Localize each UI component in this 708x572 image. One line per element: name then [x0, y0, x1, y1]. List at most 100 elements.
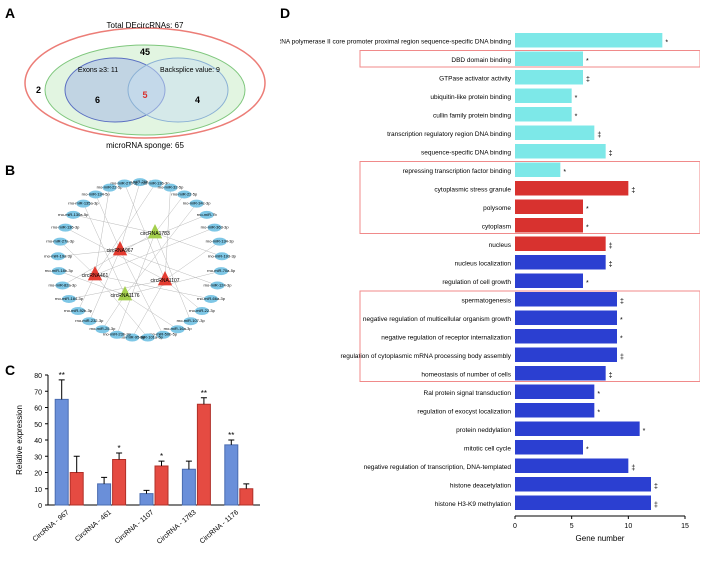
barchart-c-svg: 01020304050607080Relative expression**Ci…	[10, 365, 270, 565]
svg-text:*: *	[665, 39, 668, 46]
svg-text:Total DEcircRNAs: 67: Total DEcircRNAs: 67	[107, 21, 184, 30]
panel-d-label: D	[280, 5, 290, 21]
go-bar	[515, 52, 583, 67]
svg-text:20: 20	[34, 471, 42, 478]
go-bar	[515, 70, 583, 85]
svg-text:rno-miR-19a-3p: rno-miR-19a-3p	[44, 253, 73, 258]
svg-text:6: 6	[95, 95, 100, 105]
svg-text:15: 15	[681, 523, 689, 530]
bar-red	[70, 473, 83, 506]
svg-text:CircRNA - 461: CircRNA - 461	[74, 509, 113, 543]
go-bar	[515, 107, 572, 122]
svg-text:circRNA967: circRNA967	[107, 248, 134, 254]
svg-text:‡: ‡	[654, 502, 658, 509]
go-bar	[515, 329, 617, 344]
svg-text:*: *	[620, 317, 623, 324]
panel-a-venn: A Total DEcircRNAs: 67 microRNA sponge: …	[10, 8, 270, 158]
svg-text:cytoplasm: cytoplasm	[482, 223, 511, 230]
go-bar	[515, 422, 640, 437]
svg-text:CircRNA - 1176: CircRNA - 1176	[199, 509, 240, 545]
svg-text:rno-miR-16a-3p: rno-miR-16a-3p	[164, 326, 193, 331]
svg-text:*: *	[586, 446, 589, 453]
bar-red	[113, 460, 126, 506]
svg-text:4: 4	[195, 95, 200, 105]
svg-text:rno-miR-107-3p: rno-miR-107-3p	[177, 318, 206, 323]
go-bar	[515, 311, 617, 326]
bar-blue	[140, 494, 153, 505]
svg-text:0: 0	[513, 523, 517, 530]
svg-text:80: 80	[34, 373, 42, 380]
svg-text:nucleus localization: nucleus localization	[455, 260, 512, 267]
svg-text:spermatogenesis: spermatogenesis	[462, 297, 512, 304]
svg-text:DBD domain binding: DBD domain binding	[451, 57, 511, 64]
svg-text:70: 70	[34, 389, 42, 396]
go-bar	[515, 385, 594, 400]
svg-text:10: 10	[624, 523, 632, 530]
panel-c-barchart: C 01020304050607080Relative expression**…	[10, 365, 270, 565]
svg-text:cytoplasmic stress granule: cytoplasmic stress granule	[434, 186, 511, 193]
go-bar	[515, 237, 606, 252]
svg-text:‡: ‡	[586, 76, 590, 83]
svg-text:60: 60	[34, 406, 42, 413]
svg-text:CircRNA - 1107: CircRNA - 1107	[114, 509, 155, 545]
svg-text:rno-miR-22-5p: rno-miR-22-5p	[171, 191, 198, 196]
svg-text:‡: ‡	[609, 243, 613, 250]
go-bar	[515, 459, 628, 474]
svg-text:mitotic cell cycle: mitotic cell cycle	[464, 445, 511, 452]
svg-text:histone H3-K9 methylation: histone H3-K9 methylation	[435, 501, 512, 508]
svg-text:‡: ‡	[597, 132, 601, 139]
svg-text:*: *	[563, 169, 566, 176]
go-bar	[515, 440, 583, 455]
svg-text:rno-miR-130a-5p: rno-miR-130a-5p	[58, 212, 89, 217]
svg-text:*: *	[597, 409, 600, 416]
svg-text:rno-miR-22-3p: rno-miR-22-3p	[189, 308, 216, 313]
svg-text:**: **	[201, 389, 207, 398]
svg-text:regulation of exocyst localiza: regulation of exocyst localization	[417, 408, 511, 415]
go-bar	[515, 200, 583, 215]
svg-text:rno-miR-184-3p: rno-miR-184-3p	[55, 296, 84, 301]
svg-text:rno-miR-82a-3p: rno-miR-82a-3p	[49, 282, 78, 287]
bar-red	[155, 466, 168, 505]
svg-text:0: 0	[38, 503, 42, 510]
bar-red	[197, 404, 210, 505]
svg-text:*: *	[575, 113, 578, 120]
svg-text:CircRNA - 1783: CircRNA - 1783	[156, 509, 198, 546]
bar-blue	[98, 484, 111, 505]
svg-text:circRNA1783: circRNA1783	[140, 231, 170, 237]
svg-text:rno-miR-134-3p: rno-miR-134-3p	[206, 239, 235, 244]
network-svg: rno-miR-26b-5prno-miR-136-3prno-miR-32-5…	[10, 165, 270, 355]
svg-text:circRNA1176: circRNA1176	[110, 293, 139, 299]
go-bar	[515, 274, 583, 289]
svg-text:*: *	[597, 391, 600, 398]
go-bar	[515, 348, 617, 363]
svg-text:rno-miR-32-5p: rno-miR-32-5p	[158, 185, 185, 190]
svg-text:‡: ‡	[609, 372, 613, 379]
svg-text:microRNA sponge: 65: microRNA sponge: 65	[106, 141, 184, 150]
svg-text:rno-miR-25-3p: rno-miR-25-3p	[90, 326, 117, 331]
go-bar	[515, 218, 583, 233]
panel-a-label: A	[5, 5, 15, 21]
panel-b-label: B	[5, 162, 15, 178]
svg-text:protein neddylation: protein neddylation	[456, 427, 511, 434]
svg-text:‡: ‡	[620, 298, 624, 305]
go-bar	[515, 477, 651, 492]
bar-blue	[182, 469, 195, 505]
svg-text:negative regulation of multice: negative regulation of multicellular org…	[363, 316, 512, 323]
svg-text:negative regulation of transcr: negative regulation of transcription, DN…	[364, 464, 512, 471]
go-bar	[515, 181, 628, 196]
svg-text:‡: ‡	[609, 261, 613, 268]
go-bar	[515, 33, 662, 48]
svg-text:*: *	[586, 224, 589, 231]
bar-blue	[225, 445, 238, 505]
svg-text:rno-miR-23b-3p: rno-miR-23b-3p	[103, 332, 132, 337]
svg-text:rno-miR-363-3p: rno-miR-363-3p	[201, 225, 230, 230]
svg-text:‡: ‡	[609, 150, 613, 157]
svg-text:Relative expression: Relative expression	[15, 405, 24, 475]
go-bar	[515, 163, 560, 178]
svg-text:10: 10	[34, 487, 42, 494]
svg-text:homeostasis of number of cells: homeostasis of number of cells	[421, 371, 511, 378]
svg-text:Backsplice value: 9: Backsplice value: 9	[160, 67, 220, 74]
go-bar	[515, 292, 617, 307]
panel-d-go-chart: D RNA polymerase II core promoter proxim…	[280, 8, 700, 563]
svg-text:rno-miR-134-5p: rno-miR-134-5p	[82, 191, 111, 196]
